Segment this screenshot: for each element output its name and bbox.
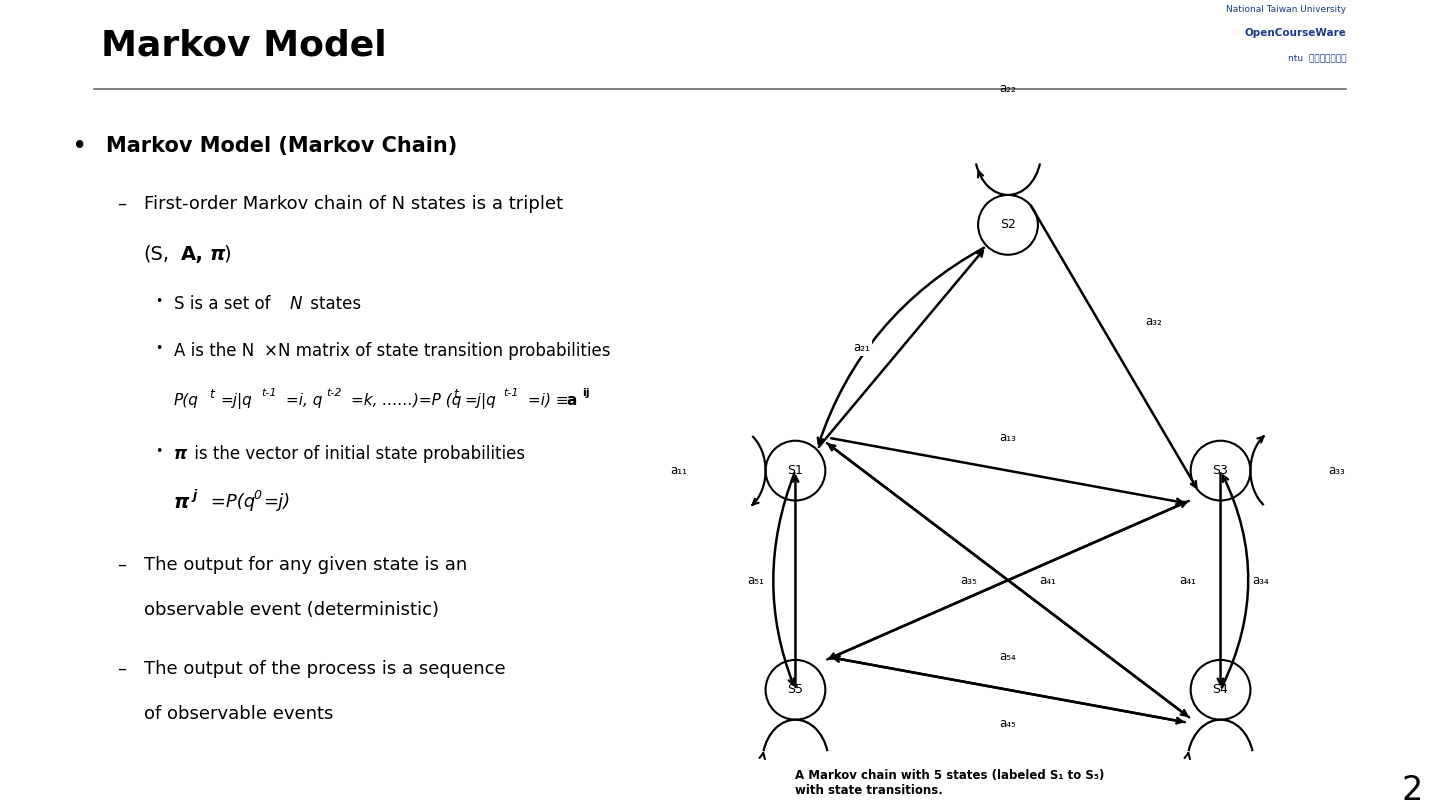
Text: t-2: t-2: [327, 388, 341, 399]
Text: a₃₂: a₃₂: [1146, 314, 1162, 328]
Text: t: t: [209, 388, 213, 402]
Text: S1: S1: [788, 464, 804, 477]
Text: a₄₁: a₄₁: [1179, 573, 1195, 586]
Text: S5: S5: [788, 684, 804, 697]
Text: a₃₄: a₃₄: [1251, 573, 1269, 586]
Text: •: •: [156, 446, 163, 458]
Text: a₃₅: a₃₅: [960, 573, 976, 586]
Text: π: π: [174, 446, 187, 463]
Text: –: –: [118, 660, 127, 678]
Text: First-order Markov chain of N states is a triplet: First-order Markov chain of N states is …: [144, 194, 563, 213]
Text: S3: S3: [1212, 464, 1228, 477]
Text: of observable events: of observable events: [144, 706, 333, 723]
Text: ): ): [223, 245, 232, 264]
Text: =i) ≡: =i) ≡: [528, 393, 573, 407]
Text: π: π: [210, 245, 225, 264]
Text: a₃₃: a₃₃: [1329, 464, 1345, 477]
Text: t: t: [454, 388, 458, 402]
Text: a₅₁: a₅₁: [747, 573, 765, 586]
Text: a₄₅: a₄₅: [999, 717, 1017, 730]
Text: A,: A,: [181, 245, 204, 264]
Text: –: –: [118, 556, 127, 573]
Text: a₅₄: a₅₄: [999, 650, 1017, 663]
Text: ×: ×: [264, 343, 278, 360]
Text: t-1: t-1: [503, 388, 518, 399]
Text: •: •: [72, 135, 86, 156]
Text: a₄₁: a₄₁: [1040, 573, 1057, 586]
Text: S4: S4: [1212, 684, 1228, 697]
Text: S is a set of: S is a set of: [174, 295, 275, 313]
Text: A is the N: A is the N: [174, 343, 253, 360]
Text: =k, ……)=P (q: =k, ……)=P (q: [351, 393, 461, 407]
Text: P(q: P(q: [174, 393, 199, 407]
Text: states: states: [305, 295, 361, 313]
Text: 2: 2: [1401, 774, 1423, 807]
Text: N: N: [289, 295, 302, 313]
Text: •: •: [156, 295, 163, 308]
Text: 0: 0: [253, 488, 262, 501]
Text: A Markov chain with 5 states (labeled S₁ to S₅)
with state transitions.: A Markov chain with 5 states (labeled S₁…: [795, 770, 1104, 798]
Text: π: π: [174, 492, 189, 512]
Text: a₂₁: a₂₁: [854, 341, 870, 354]
Text: The output of the process is a sequence: The output of the process is a sequence: [144, 660, 505, 678]
Text: N matrix of state transition probabilities: N matrix of state transition probabiliti…: [278, 343, 611, 360]
Text: •: •: [156, 343, 163, 356]
Text: j: j: [193, 488, 197, 501]
Text: is the vector of initial state probabilities: is the vector of initial state probabili…: [190, 446, 526, 463]
Text: =j): =j): [264, 492, 291, 511]
Text: OpenCourseWare: OpenCourseWare: [1244, 28, 1346, 38]
Text: ij: ij: [582, 388, 589, 399]
Text: a₁₃: a₁₃: [999, 431, 1017, 444]
Text: The output for any given state is an: The output for any given state is an: [144, 556, 467, 573]
Text: =P(q: =P(q: [204, 492, 255, 511]
Text: Markov Model (Markov Chain): Markov Model (Markov Chain): [107, 135, 458, 156]
Text: Markov Model: Markov Model: [101, 28, 386, 62]
Text: a₂₂: a₂₂: [999, 82, 1017, 96]
Text: t-1: t-1: [261, 388, 276, 399]
Text: ntu  臺大開放式課程: ntu 臺大開放式課程: [1287, 55, 1346, 64]
Text: =j|q: =j|q: [464, 393, 495, 408]
Text: =j|q: =j|q: [220, 393, 252, 408]
Text: (S,: (S,: [144, 245, 170, 264]
Text: =i, q: =i, q: [287, 393, 323, 407]
Text: National Taiwan University: National Taiwan University: [1227, 5, 1346, 14]
Text: observable event (deterministic): observable event (deterministic): [144, 601, 439, 619]
Text: a: a: [567, 393, 577, 407]
Text: a₁₁: a₁₁: [671, 464, 688, 477]
Text: S2: S2: [999, 219, 1017, 232]
Text: –: –: [118, 194, 127, 213]
